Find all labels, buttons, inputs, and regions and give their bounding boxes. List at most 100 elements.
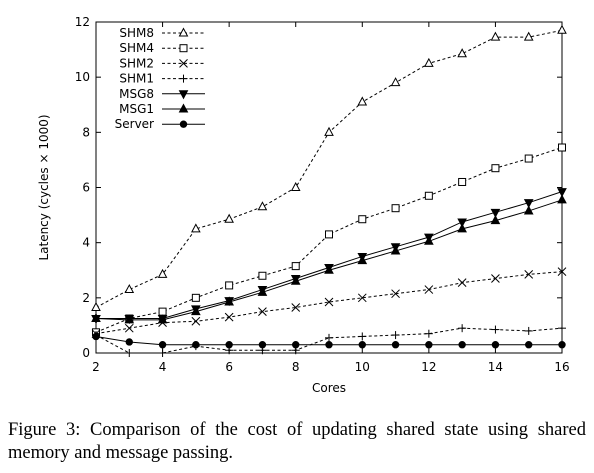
marker-shape	[225, 281, 234, 290]
marker-shape	[457, 278, 467, 288]
y-tick-label: 12	[75, 15, 90, 29]
data-point-shm1	[491, 325, 500, 334]
marker-shape	[258, 307, 267, 316]
legend-marker	[178, 27, 189, 37]
marker-shape	[524, 270, 534, 279]
data-point-shm1	[125, 349, 134, 357]
data-point-server	[391, 341, 400, 349]
marker-shape	[224, 213, 234, 223]
marker-shape	[91, 301, 101, 311]
data-point-shm1	[325, 333, 333, 342]
marker-shape	[192, 341, 200, 349]
marker-shape	[358, 215, 367, 224]
data-point-shm8	[457, 48, 467, 58]
marker-shape	[179, 44, 188, 53]
data-point-server	[192, 341, 200, 349]
data-point-shm1	[391, 331, 400, 340]
marker-shape	[458, 177, 467, 186]
marker-shape	[557, 194, 567, 204]
data-point-shm1	[458, 324, 467, 333]
data-point-msg1	[523, 205, 534, 215]
data-point-server	[225, 341, 233, 349]
marker-shape	[179, 120, 188, 128]
marker-shape	[491, 341, 500, 349]
marker-shape	[179, 59, 188, 68]
latency-chart: 2 4 6 8 10 12 14 16 0 2 4 6 8 10 12 Cores Latency (cycle…	[37, 15, 570, 395]
marker-shape	[357, 255, 368, 265]
series-line-shm4	[95, 147, 563, 333]
marker-shape	[424, 235, 434, 245]
marker-shape	[523, 31, 534, 41]
data-point-shm8	[224, 213, 234, 223]
data-point-msg8	[557, 188, 567, 198]
data-point-shm8	[490, 31, 501, 41]
legend-marker	[179, 74, 188, 83]
marker-shape	[124, 283, 135, 294]
data-point-msg1	[457, 223, 467, 233]
data-point-shm8	[124, 283, 135, 294]
marker-shape	[391, 204, 400, 213]
marker-shape	[557, 24, 567, 34]
data-point-shm1	[358, 332, 367, 341]
data-point-msg8	[523, 199, 534, 209]
data-point-msg1	[124, 314, 135, 324]
data-point-msg1	[91, 312, 101, 323]
data-point-msg1	[224, 296, 234, 306]
marker-shape	[357, 293, 367, 303]
x-tick-label: 8	[292, 360, 300, 374]
marker-shape	[258, 271, 267, 280]
y-tick-label: 10	[75, 70, 90, 84]
data-point-shm8	[390, 77, 401, 87]
data-point-msg8	[490, 208, 501, 218]
marker-shape	[390, 77, 401, 87]
x-tick-label: 4	[159, 360, 167, 374]
legend-label: MSG8	[119, 87, 154, 101]
marker-shape	[525, 341, 533, 349]
marker-shape	[91, 312, 101, 323]
data-point-server	[491, 341, 500, 349]
data-point-shm8	[424, 57, 434, 67]
marker-shape	[257, 286, 268, 296]
data-point-shm2	[491, 274, 500, 283]
data-point-shm2	[424, 285, 434, 294]
marker-shape	[325, 230, 333, 239]
marker-shape	[191, 223, 201, 233]
marker-shape	[523, 205, 534, 215]
data-point-shm8	[157, 268, 168, 278]
legend-label: MSG1	[119, 102, 154, 116]
data-point-shm4	[225, 281, 234, 290]
y-tick-label: 6	[82, 181, 90, 195]
data-point-shm2	[258, 307, 267, 316]
marker-shape	[290, 275, 301, 285]
data-point-msg1	[557, 194, 567, 204]
data-point-shm4	[524, 154, 533, 163]
x-tick-label: 6	[225, 360, 233, 374]
data-point-shm2	[124, 323, 134, 333]
marker-shape	[458, 341, 466, 349]
data-point-server	[525, 341, 533, 349]
marker-shape	[524, 154, 533, 163]
y-axis-label: Latency (cycles × 1000)	[37, 114, 51, 260]
marker-shape	[557, 188, 567, 198]
data-point-shm4	[424, 191, 433, 200]
data-point-shm8	[557, 24, 567, 34]
data-point-server	[158, 341, 167, 349]
data-point-shm2	[357, 293, 367, 303]
marker-shape	[224, 312, 234, 322]
marker-shape	[324, 297, 334, 307]
data-point-shm1	[558, 324, 566, 333]
series-line-shm2	[95, 271, 563, 335]
marker-shape	[124, 323, 134, 333]
data-point-shm4	[291, 262, 300, 271]
marker-shape	[125, 338, 133, 346]
data-point-shm4	[558, 143, 566, 152]
plot-frame	[95, 21, 563, 354]
data-point-shm2	[291, 303, 301, 312]
marker-shape	[424, 191, 433, 200]
data-point-server	[558, 341, 566, 349]
marker-shape	[391, 289, 400, 299]
data-point-server	[358, 341, 366, 349]
marker-shape	[191, 306, 201, 316]
marker-shape	[490, 31, 501, 41]
